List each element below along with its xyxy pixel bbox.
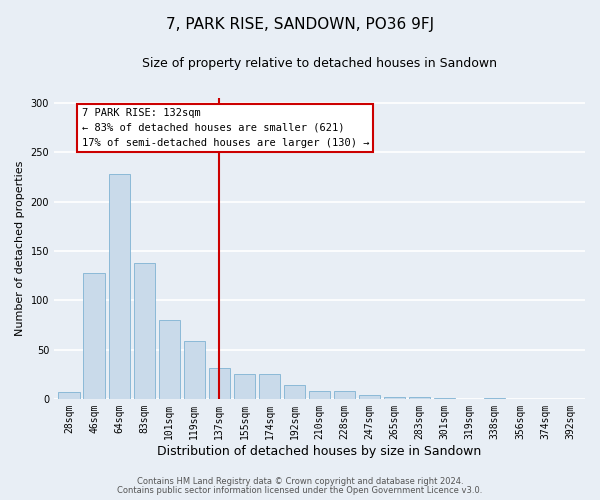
- Bar: [109, 174, 130, 399]
- Bar: [134, 262, 155, 399]
- Bar: [58, 392, 80, 399]
- Bar: [309, 391, 330, 399]
- Text: 7, PARK RISE, SANDOWN, PO36 9FJ: 7, PARK RISE, SANDOWN, PO36 9FJ: [166, 18, 434, 32]
- Bar: [284, 385, 305, 399]
- Text: Contains public sector information licensed under the Open Government Licence v3: Contains public sector information licen…: [118, 486, 482, 495]
- Bar: [484, 398, 505, 399]
- Bar: [158, 320, 180, 399]
- Bar: [184, 340, 205, 399]
- Bar: [234, 374, 255, 399]
- Bar: [334, 391, 355, 399]
- Bar: [434, 398, 455, 399]
- Title: Size of property relative to detached houses in Sandown: Size of property relative to detached ho…: [142, 58, 497, 70]
- Bar: [209, 368, 230, 399]
- Bar: [259, 374, 280, 399]
- Bar: [384, 397, 406, 399]
- Text: 7 PARK RISE: 132sqm
← 83% of detached houses are smaller (621)
17% of semi-detac: 7 PARK RISE: 132sqm ← 83% of detached ho…: [82, 108, 369, 148]
- Bar: [83, 272, 105, 399]
- X-axis label: Distribution of detached houses by size in Sandown: Distribution of detached houses by size …: [157, 444, 482, 458]
- Bar: [409, 397, 430, 399]
- Bar: [359, 395, 380, 399]
- Text: Contains HM Land Registry data © Crown copyright and database right 2024.: Contains HM Land Registry data © Crown c…: [137, 477, 463, 486]
- Y-axis label: Number of detached properties: Number of detached properties: [15, 161, 25, 336]
